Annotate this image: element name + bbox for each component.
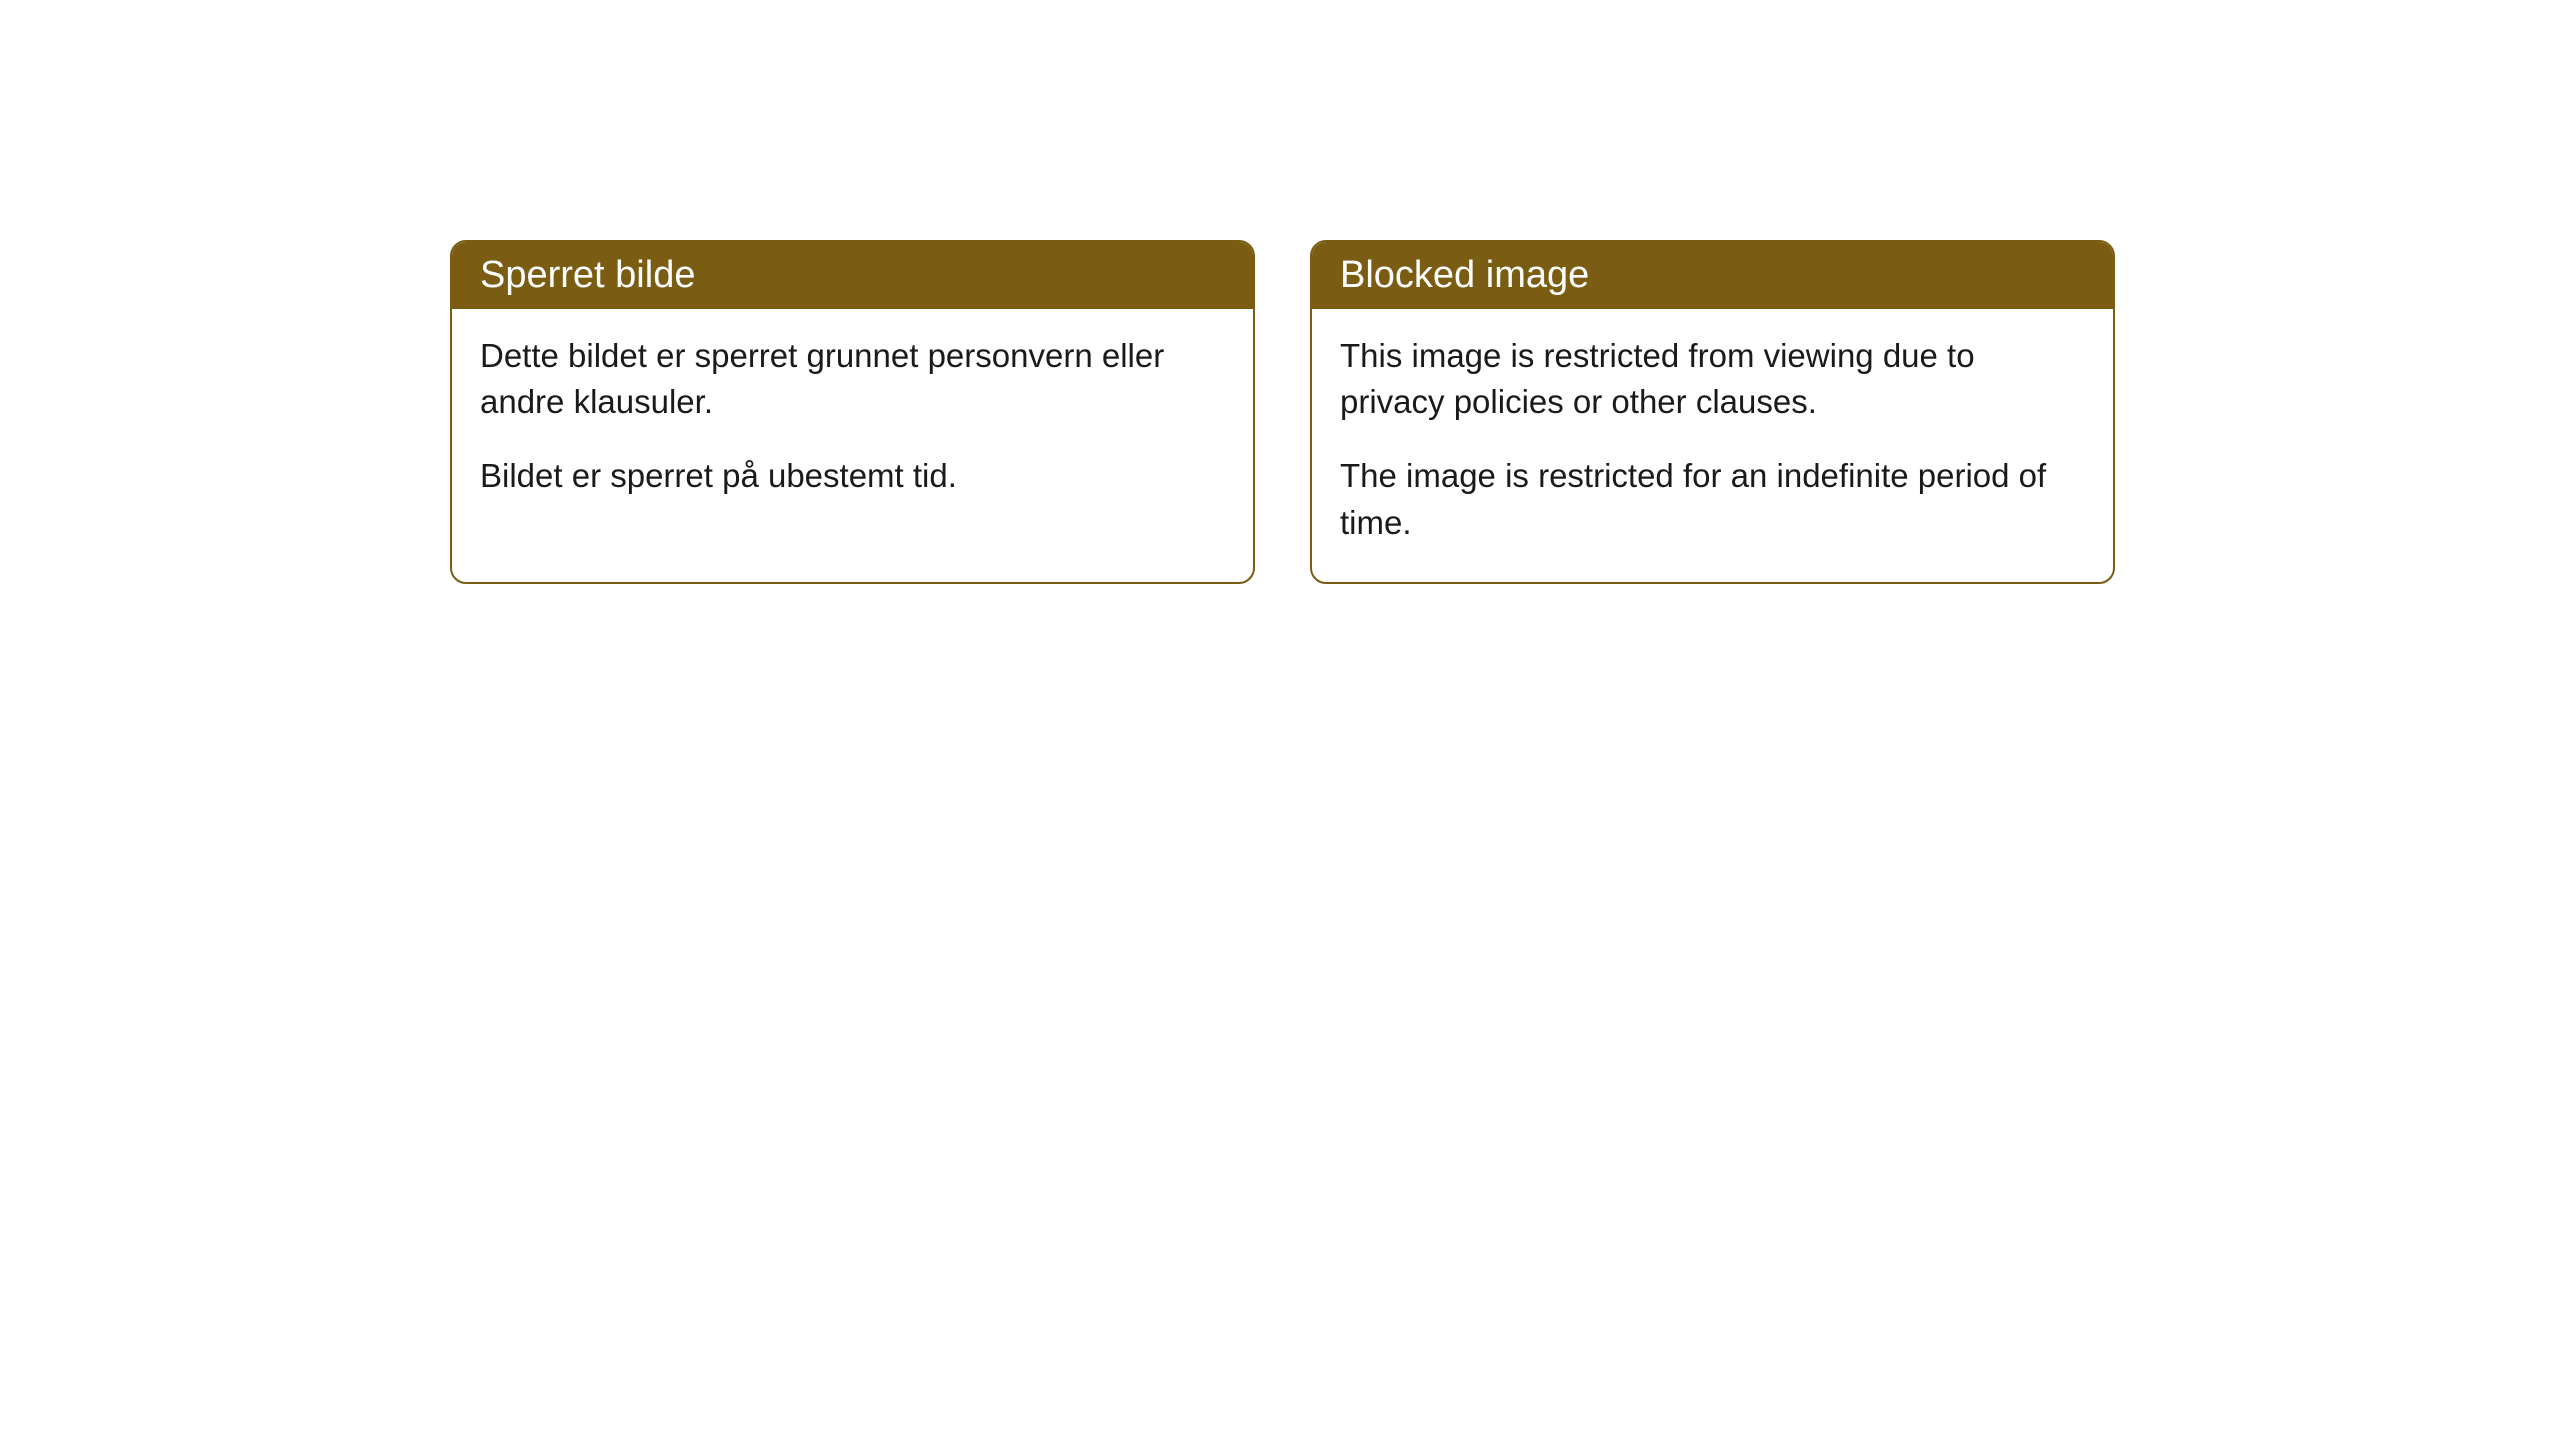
card-paragraph-1-norwegian: Dette bildet er sperret grunnet personve… [480,333,1225,425]
card-title-norwegian: Sperret bilde [480,254,695,296]
card-paragraph-1-english: This image is restricted from viewing du… [1340,333,2085,425]
card-paragraph-2-norwegian: Bildet er sperret på ubestemt tid. [480,453,1225,499]
card-header-norwegian: Sperret bilde [452,242,1253,309]
card-paragraph-2-english: The image is restricted for an indefinit… [1340,453,2085,545]
card-title-english: Blocked image [1340,254,1589,296]
card-english: Blocked image This image is restricted f… [1310,240,2115,584]
card-body-english: This image is restricted from viewing du… [1312,309,2113,582]
card-norwegian: Sperret bilde Dette bildet er sperret gr… [450,240,1255,584]
card-body-norwegian: Dette bildet er sperret grunnet personve… [452,309,1253,536]
cards-container: Sperret bilde Dette bildet er sperret gr… [450,240,2115,584]
card-header-english: Blocked image [1312,242,2113,309]
